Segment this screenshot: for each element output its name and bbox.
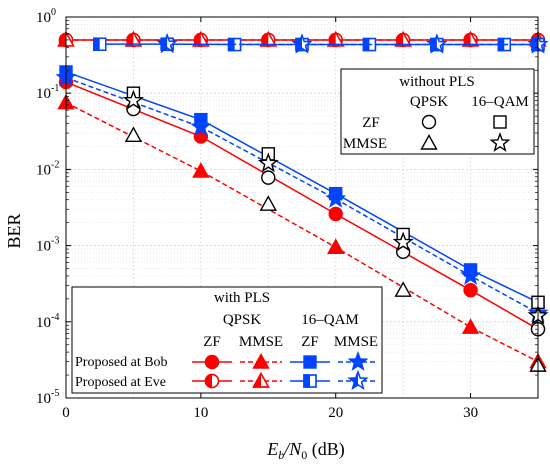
marker-circle (463, 282, 478, 298)
marker-triangle (461, 318, 480, 334)
marker-star (347, 351, 369, 371)
legend-top-col-qpsk: QPSK (410, 94, 449, 110)
marker-triangle (420, 134, 438, 150)
legend-bottom-title: with PLS (214, 290, 270, 306)
legend-bottom-row-eve: Proposed at Eve (75, 375, 166, 390)
marker-triangle (124, 30, 143, 47)
y-tick-label: 10-1 (36, 83, 59, 102)
marker-triangle (394, 30, 412, 47)
legend-with-pls: with PLS QPSK 16–QAM ZF MMSE ZF MMSE Pro… (71, 286, 383, 394)
y-tick-label: 10-4 (36, 312, 59, 331)
marker-triangle (192, 162, 210, 178)
plot-frame (65, 16, 539, 399)
marker-star (489, 132, 511, 152)
marker-circle (328, 206, 343, 222)
marker-star (325, 187, 347, 208)
series-proposed-at-eve-mmse-16-qam (156, 33, 549, 54)
marker-square (303, 374, 317, 388)
marker-triangle (252, 353, 270, 369)
legend-top-title: without PLS (399, 74, 474, 90)
marker-star (156, 33, 178, 54)
y-tick-label: 10-2 (36, 159, 59, 178)
legend-top-row-zf: ZF (362, 115, 380, 131)
y-axis-label: BER (4, 213, 24, 248)
legend-bottom-col-qam: 16–QAM (301, 312, 359, 328)
x-tick-label: 10 (193, 405, 208, 421)
marker-circle (421, 114, 437, 130)
marker-square (493, 115, 507, 129)
x-tick-label: 20 (328, 405, 343, 421)
legend-bottom-sub-zf-qpsk: ZF (203, 334, 221, 350)
axes: 0 10 20 30 10-5 10-4 10-3 10-2 10-1 100 (36, 7, 538, 421)
x-tick-label: 30 (463, 405, 478, 421)
legend-top-row-mmse: MMSE (343, 136, 387, 152)
marker-triangle (259, 30, 277, 47)
marker-triangle (192, 30, 210, 47)
legend-without-pls: without PLS QPSK 16–QAM ZF MMSE (340, 68, 535, 155)
y-tick-label: 100 (36, 7, 56, 26)
marker-triangle (252, 372, 270, 388)
marker-star (460, 264, 482, 285)
marker-square (303, 355, 317, 369)
legend-bottom-sub-zf-qam: ZF (301, 334, 319, 350)
marker-star (347, 370, 369, 390)
marker-triangle (461, 30, 480, 47)
marker-circle (204, 373, 220, 389)
legend-bottom-col-qpsk: QPSK (223, 312, 262, 328)
marker-square (93, 37, 107, 51)
series-layer (55, 30, 549, 372)
marker-star (257, 152, 279, 173)
marker-triangle (327, 30, 345, 47)
marker-triangle (394, 281, 412, 297)
marker-star (190, 116, 212, 136)
marker-star (122, 89, 144, 110)
legend-bottom-sub-mmse-qam: MMSE (334, 334, 378, 350)
marker-star (392, 231, 414, 252)
marker-star (291, 33, 313, 54)
x-axis-label: Eb/N0 (dB) (266, 439, 345, 462)
y-tick-label: 10-3 (36, 236, 59, 255)
marker-circle (204, 354, 220, 370)
marker-triangle (259, 195, 277, 211)
y-tick-label: 10-5 (36, 388, 59, 407)
legend-bottom-sub-mmse-qpsk: MMSE (239, 334, 283, 350)
legend-bottom-row-bob: Proposed at Bob (75, 355, 168, 370)
marker-triangle (124, 126, 143, 143)
marker-circle (261, 170, 276, 185)
x-tick-label: 0 (62, 405, 70, 421)
marker-triangle (327, 238, 345, 254)
legend-top-col-qam: 16–QAM (471, 94, 529, 110)
marker-star (426, 33, 448, 54)
